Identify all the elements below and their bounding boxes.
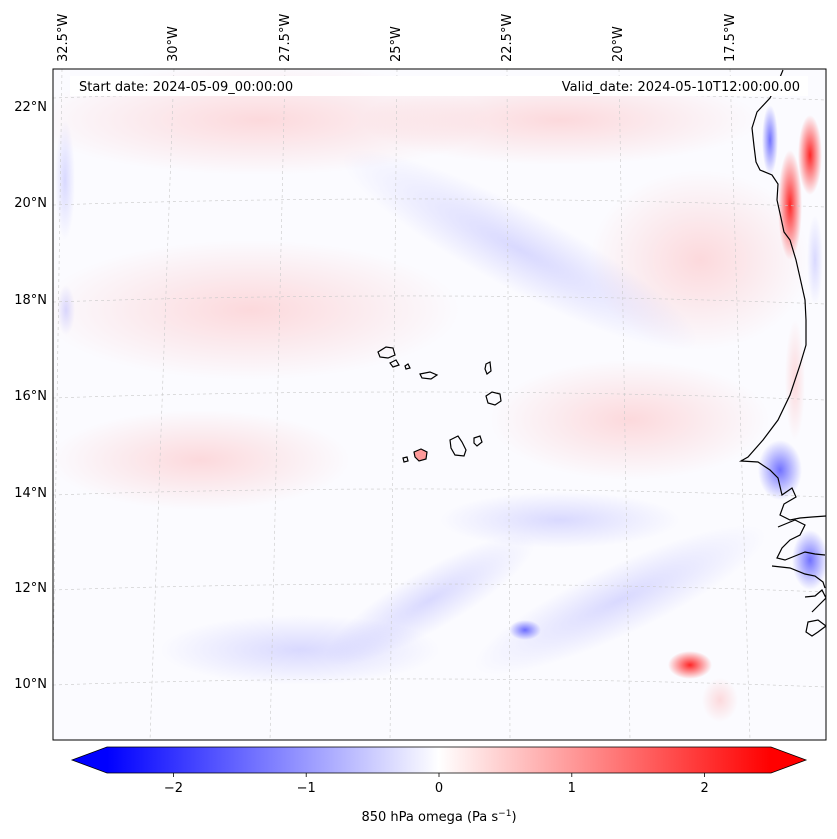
- lat-label-22n: 22°N: [14, 100, 47, 115]
- colorbar-label: 850 hPa omega (Pa s−1): [361, 809, 516, 825]
- map-frame: [52, 68, 827, 741]
- lon-label-17-5w: 17.5°W: [723, 14, 738, 62]
- lon-label-30w: 30°W: [166, 26, 181, 62]
- colorbar-tick-label: −2: [164, 781, 183, 796]
- longitude-labels: 32.5°W 30°W 27.5°W 25°W 22.5°W 20°W 17.5…: [56, 14, 738, 62]
- lat-label-18n: 18°N: [14, 293, 47, 308]
- lon-label-27-5w: 27.5°W: [278, 14, 293, 62]
- coastlines: [377, 69, 826, 637]
- lon-label-20w: 20°W: [611, 26, 626, 62]
- valid-date-label: Valid_date: 2024-05-10T12:00:00.00: [562, 80, 800, 95]
- colorbar: −2 −1 0 1 2 850 hPa omega (Pa s−1): [70, 746, 808, 825]
- header-band: [70, 76, 808, 96]
- map-area: Start date: 2024-05-09_00:00:00 Valid_da…: [53, 69, 826, 740]
- colorbar-tick-label: 0: [435, 781, 443, 796]
- lat-label-16n: 16°N: [14, 389, 47, 404]
- start-date-label: Start date: 2024-05-09_00:00:00: [79, 80, 293, 95]
- cape-verde-islands: [377, 346, 502, 463]
- lat-label-14n: 14°N: [14, 486, 47, 501]
- colorbar-gradient: [107, 747, 771, 773]
- lat-label-20n: 20°N: [14, 196, 47, 211]
- guinea-bissau-coast: [771, 565, 826, 589]
- latitude-labels: 22°N 20°N 18°N 16°N 14°N 12°N 10°N: [14, 100, 47, 692]
- colorbar-ticks: −2 −1 0 1 2: [164, 773, 709, 796]
- colorbar-min-extend: [72, 747, 107, 773]
- bijagos-island: [805, 619, 826, 637]
- lon-label-32-5w: 32.5°W: [56, 14, 71, 62]
- lon-label-22-5w: 22.5°W: [500, 14, 515, 62]
- colorbar-max-extend: [771, 747, 806, 773]
- lat-label-10n: 10°N: [14, 677, 47, 692]
- colorbar-outline: [70, 746, 808, 774]
- colorbar-tick-label: 1: [568, 781, 576, 796]
- africa-coast: [738, 69, 826, 521]
- gambia-coast: [776, 519, 826, 561]
- bijagos-coast: [804, 589, 826, 613]
- colorbar-tick-label: −1: [297, 781, 316, 796]
- lat-label-12n: 12°N: [14, 581, 47, 596]
- omega-field: [53, 69, 826, 722]
- colorbar-tick-label: 2: [700, 781, 708, 796]
- lon-label-25w: 25°W: [389, 26, 404, 62]
- graticule: [53, 69, 826, 740]
